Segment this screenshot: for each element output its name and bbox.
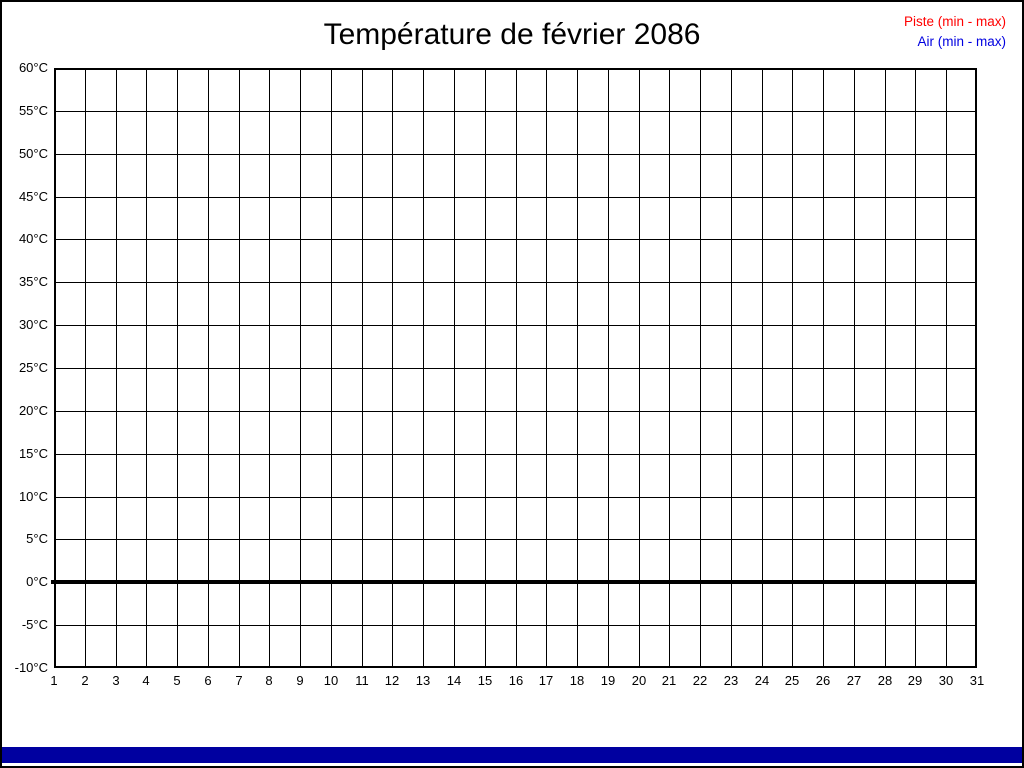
y-tick-label: 10°C <box>18 489 48 504</box>
x-tick-label: 18 <box>569 673 585 688</box>
grid-hline-20°C <box>54 411 977 412</box>
x-tick-label: 2 <box>81 673 89 688</box>
grid-hline-50°C <box>54 154 977 155</box>
x-tick-label: 25 <box>784 673 800 688</box>
x-tick-label: 9 <box>296 673 304 688</box>
grid-hline-45°C <box>54 197 977 198</box>
x-tick-label: 30 <box>938 673 954 688</box>
x-tick-label: 13 <box>415 673 431 688</box>
y-tick-label: 0°C <box>26 574 48 589</box>
grid-hline--5°C <box>54 625 977 626</box>
y-tick-label: 60°C <box>18 60 48 75</box>
x-tick-label: 12 <box>384 673 400 688</box>
grid-hline-30°C <box>54 325 977 326</box>
y-tick-label: 20°C <box>18 403 48 418</box>
y-tick-label: 35°C <box>18 274 48 289</box>
legend-item-piste: Piste (min - max) <box>903 14 1006 29</box>
grid-hline-25°C <box>54 368 977 369</box>
x-tick-label: 8 <box>265 673 273 688</box>
x-tick-label: 6 <box>204 673 212 688</box>
x-tick-label: 29 <box>907 673 923 688</box>
y-tick-label: 15°C <box>18 446 48 461</box>
zero-degree-line <box>51 580 977 584</box>
grid-hline-35°C <box>54 282 977 283</box>
grid-hline-5°C <box>54 539 977 540</box>
y-tick-label: 50°C <box>18 146 48 161</box>
y-tick-label: 40°C <box>18 231 48 246</box>
y-tick-label: 25°C <box>18 360 48 375</box>
y-tick-label: 30°C <box>18 317 48 332</box>
x-tick-label: 14 <box>446 673 462 688</box>
y-tick-label: -10°C <box>14 660 48 675</box>
x-tick-label: 27 <box>846 673 862 688</box>
x-tick-label: 15 <box>477 673 493 688</box>
x-tick-label: 16 <box>508 673 524 688</box>
grid-hline-10°C <box>54 497 977 498</box>
x-tick-label: 31 <box>969 673 985 688</box>
x-tick-label: 28 <box>877 673 893 688</box>
y-tick-label: 5°C <box>26 531 48 546</box>
x-tick-label: 11 <box>355 673 369 688</box>
x-tick-label: 10 <box>323 673 339 688</box>
x-tick-label: 7 <box>235 673 243 688</box>
x-tick-label: 1 <box>50 673 58 688</box>
y-tick-label: -5°C <box>21 617 48 632</box>
x-tick-label: 24 <box>754 673 770 688</box>
legend: Piste (min - max) Air (min - max) <box>904 12 1006 52</box>
grid-hline-60°C <box>54 68 977 70</box>
grid-hline-15°C <box>54 454 977 455</box>
x-tick-label: 4 <box>142 673 150 688</box>
y-tick-label: 45°C <box>18 189 48 204</box>
y-tick-label: 55°C <box>18 103 48 118</box>
grid-hline--10°C <box>54 666 977 668</box>
x-tick-label: 23 <box>723 673 739 688</box>
x-tick-label: 19 <box>600 673 616 688</box>
x-tick-label: 26 <box>815 673 831 688</box>
x-tick-label: 22 <box>692 673 708 688</box>
chart-title: Température de février 2086 <box>323 18 701 51</box>
grid-hline-40°C <box>54 239 977 240</box>
grid-hline-55°C <box>54 111 977 112</box>
x-tick-label: 21 <box>661 673 677 688</box>
bottom-scrollbar[interactable] <box>2 747 1022 763</box>
x-tick-label: 5 <box>173 673 181 688</box>
x-tick-label: 17 <box>538 673 554 688</box>
x-tick-label: 20 <box>631 673 647 688</box>
legend-item-air: Air (min - max) <box>917 34 1007 49</box>
plot-area <box>51 68 977 668</box>
x-tick-label: 3 <box>112 673 120 688</box>
